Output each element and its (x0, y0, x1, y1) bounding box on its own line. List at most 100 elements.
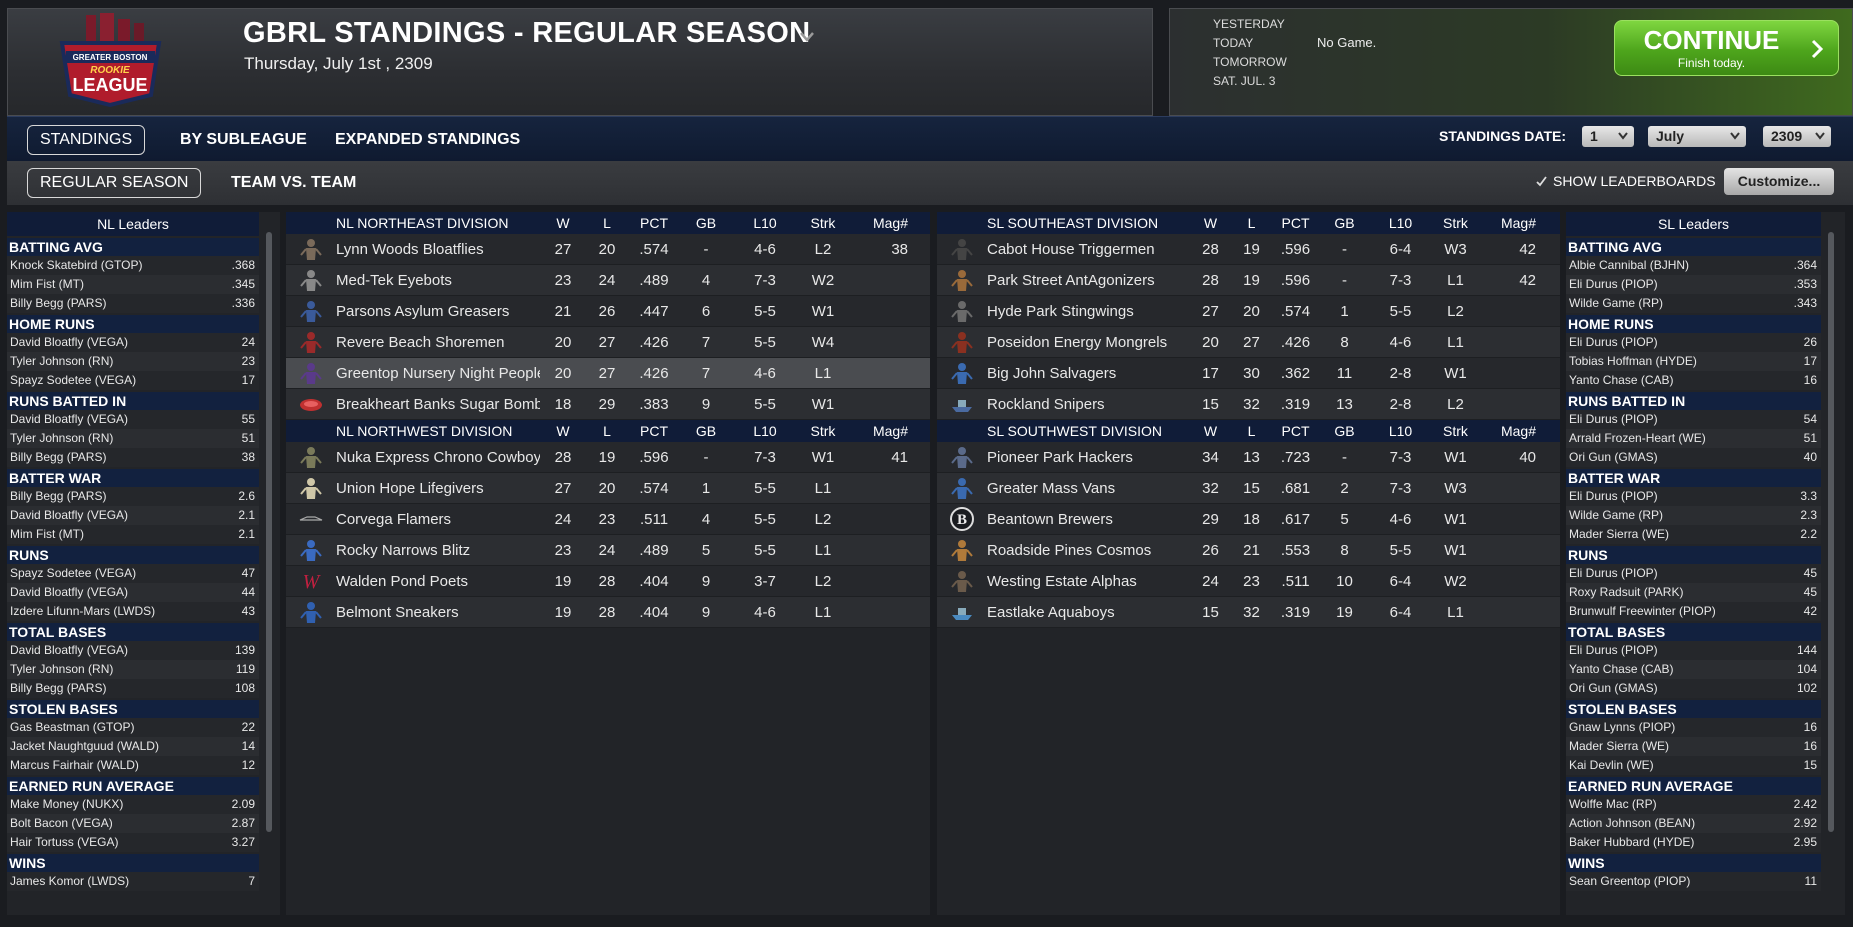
leader-row[interactable]: Gas Beastman (GTOP) 22 (7, 718, 259, 737)
leader-player-name[interactable]: Tyler Johnson (RN) (10, 662, 114, 676)
leader-category-header[interactable]: STOLEN BASES (1566, 700, 1821, 718)
customize-button[interactable]: Customize... (1724, 168, 1834, 195)
leader-player-name[interactable]: Billy Begg (PARS) (10, 450, 107, 464)
schedule-today[interactable]: TODAY (1213, 36, 1254, 50)
team-name[interactable]: Rocky Narrows Blitz (336, 542, 471, 559)
team-name[interactable]: Lynn Woods Bloatflies (336, 241, 484, 258)
leader-player-name[interactable]: Baker Hubbard (HYDE) (1569, 835, 1695, 849)
leader-player-name[interactable]: James Komor (LWDS) (10, 874, 130, 888)
show-leaderboards-label[interactable]: SHOW LEADERBOARDS (1553, 173, 1716, 189)
column-header-w[interactable]: W (556, 423, 570, 439)
leader-player-name[interactable]: Jacket Naughtguud (WALD) (10, 739, 159, 753)
leader-row[interactable]: Arrald Frozen-Heart (WE) 51 (1566, 429, 1821, 448)
leader-player-name[interactable]: Roxy Radsuit (PARK) (1569, 585, 1684, 599)
team-name[interactable]: Westing Estate Alphas (987, 573, 1137, 590)
leader-player-name[interactable]: Billy Begg (PARS) (10, 489, 107, 503)
team-row[interactable]: Belmont Sneakers 19 28 .404 9 4-6 L1 (286, 597, 930, 628)
sl-leaders-scrollbar[interactable] (1825, 212, 1838, 915)
leader-category-header[interactable]: HOME RUNS (1566, 315, 1821, 333)
leader-player-name[interactable]: Ori Gun (GMAS) (1569, 681, 1658, 695)
team-row[interactable]: Revere Beach Shoremen 20 27 .426 7 5-5 W4 (286, 327, 930, 358)
leader-player-name[interactable]: Tyler Johnson (RN) (10, 354, 114, 368)
leader-row[interactable]: Mader Sierra (WE) 16 (1566, 737, 1821, 756)
leader-category-header[interactable]: RUNS (7, 546, 259, 564)
column-header-l[interactable]: L (603, 215, 611, 231)
column-header-strk[interactable]: Strk (810, 215, 836, 231)
leader-row[interactable]: Roxy Radsuit (PARK) 45 (1566, 583, 1821, 602)
leader-player-name[interactable]: Mim Fist (MT) (10, 527, 84, 541)
team-name[interactable]: Greentop Nursery Night People (336, 365, 540, 382)
leader-category-header[interactable]: STOLEN BASES (7, 700, 259, 718)
leader-category-header[interactable]: EARNED RUN AVERAGE (7, 777, 259, 795)
leader-category-header[interactable]: RUNS BATTED IN (7, 392, 259, 410)
leader-row[interactable]: Mim Fist (MT) .345 (7, 275, 259, 294)
column-header-mag[interactable]: Mag# (1500, 215, 1536, 231)
team-row[interactable]: Rocky Narrows Blitz 23 24 .489 5 5-5 L1 (286, 535, 930, 566)
leader-category-header[interactable]: RUNS (1566, 546, 1821, 564)
leader-row[interactable]: Wilde Game (RP) .343 (1566, 294, 1821, 313)
column-header-l10[interactable]: L10 (1388, 423, 1413, 439)
team-row[interactable]: Cabot House Triggermen 28 19 .596 - 6-4 W3 42 (937, 234, 1560, 265)
team-name[interactable]: Rockland Snipers (987, 396, 1105, 413)
continue-button[interactable]: CONTINUE Finish today. (1614, 20, 1839, 76)
leader-player-name[interactable]: Hair Tortuss (VEGA) (10, 835, 119, 849)
leader-player-name[interactable]: Albie Cannibal (BJHN) (1569, 258, 1690, 272)
team-row[interactable]: Park Street AntAgonizers 28 19 .596 - 7-3 L1 42 (937, 265, 1560, 296)
leader-row[interactable]: Billy Begg (PARS) .336 (7, 294, 259, 313)
column-header-mag[interactable]: Mag# (872, 423, 908, 439)
leader-player-name[interactable]: Yanto Chase (CAB) (1569, 662, 1674, 676)
leader-player-name[interactable]: Eli Durus (PIOP) (1569, 566, 1658, 580)
team-name[interactable]: Hyde Park Stingwings (987, 303, 1134, 320)
team-row[interactable]: Greentop Nursery Night People 20 27 .426 7 4-… (286, 358, 930, 389)
leader-row[interactable]: Wolffe Mac (RP) 2.42 (1566, 795, 1821, 814)
tab-by-subleague[interactable]: BY SUBLEAGUE (180, 131, 307, 148)
column-header-gb[interactable]: GB (1334, 423, 1355, 439)
leader-row[interactable]: Gnaw Lynns (PIOP) 16 (1566, 718, 1821, 737)
team-row[interactable]: Westing Estate Alphas 24 23 .511 10 6-4 W2 (937, 566, 1560, 597)
column-header-w[interactable]: W (1203, 215, 1218, 231)
column-header-l10[interactable]: L10 (753, 423, 777, 439)
leader-player-name[interactable]: Wilde Game (RP) (1569, 296, 1664, 310)
leader-row[interactable]: Eli Durus (PIOP) 144 (1566, 641, 1821, 660)
leader-player-name[interactable]: Eli Durus (PIOP) (1569, 277, 1658, 291)
leader-player-name[interactable]: David Bloatfly (VEGA) (10, 585, 129, 599)
leader-row[interactable]: Make Money (NUKX) 2.09 (7, 795, 259, 814)
schedule-yesterday[interactable]: YESTERDAY (1213, 17, 1285, 31)
team-name[interactable]: Park Street AntAgonizers (987, 272, 1155, 289)
column-header-gb[interactable]: GB (695, 215, 717, 231)
leader-row[interactable]: David Bloatfly (VEGA) 55 (7, 410, 259, 429)
leader-row[interactable]: Sean Greentop (PIOP) 11 (1566, 872, 1821, 891)
leader-player-name[interactable]: Wolffe Mac (RP) (1569, 797, 1657, 811)
leader-row[interactable]: David Bloatfly (VEGA) 2.1 (7, 506, 259, 525)
leader-row[interactable]: Eli Durus (PIOP) 3.3 (1566, 487, 1821, 506)
leader-category-header[interactable]: WINS (7, 854, 259, 872)
team-name[interactable]: Med-Tek Eyebots (336, 272, 452, 289)
team-row[interactable]: B Beantown Brewers 29 18 .617 5 4-6 W1 (937, 504, 1560, 535)
team-name[interactable]: Union Hope Lifegivers (336, 480, 484, 497)
leader-row[interactable]: Eli Durus (PIOP) 54 (1566, 410, 1821, 429)
leader-row[interactable]: Billy Begg (PARS) 108 (7, 679, 259, 698)
team-name[interactable]: Walden Pond Poets (336, 573, 469, 590)
leader-category-header[interactable]: EARNED RUN AVERAGE (1566, 777, 1821, 795)
leader-row[interactable]: Hair Tortuss (VEGA) 3.27 (7, 833, 259, 852)
schedule-tomorrow[interactable]: TOMORROW (1213, 55, 1287, 69)
tab-expanded-standings[interactable]: EXPANDED STANDINGS (335, 131, 521, 148)
leader-row[interactable]: Yanto Chase (CAB) 16 (1566, 371, 1821, 390)
team-row[interactable]: Eastlake Aquaboys 15 32 .319 19 6-4 L1 (937, 597, 1560, 628)
title-dropdown-chevron-icon[interactable] (800, 30, 814, 44)
column-header-strk[interactable]: Strk (1443, 423, 1468, 439)
leader-row[interactable]: Eli Durus (PIOP) .353 (1566, 275, 1821, 294)
leader-player-name[interactable]: Arrald Frozen-Heart (WE) (1569, 431, 1706, 445)
team-row[interactable]: Hyde Park Stingwings 27 20 .574 1 5-5 L2 (937, 296, 1560, 327)
leader-row[interactable]: Marcus Fairhair (WALD) 12 (7, 756, 259, 775)
leader-row[interactable]: Eli Durus (PIOP) 45 (1566, 564, 1821, 583)
team-name[interactable]: Pioneer Park Hackers (987, 449, 1133, 466)
leader-row[interactable]: Wilde Game (RP) 2.3 (1566, 506, 1821, 525)
leader-row[interactable]: Izdere Lifunn-Mars (LWDS) 43 (7, 602, 259, 621)
schedule-next[interactable]: SAT. JUL. 3 (1213, 74, 1276, 88)
leader-player-name[interactable]: David Bloatfly (VEGA) (10, 335, 129, 349)
leader-row[interactable]: Tobias Hoffman (HYDE) 17 (1566, 352, 1821, 371)
team-row[interactable]: Big John Salvagers 17 30 .362 11 2-8 W1 (937, 358, 1560, 389)
leader-row[interactable]: Billy Begg (PARS) 38 (7, 448, 259, 467)
team-row[interactable]: Rockland Snipers 15 32 .319 13 2-8 L2 (937, 389, 1560, 420)
